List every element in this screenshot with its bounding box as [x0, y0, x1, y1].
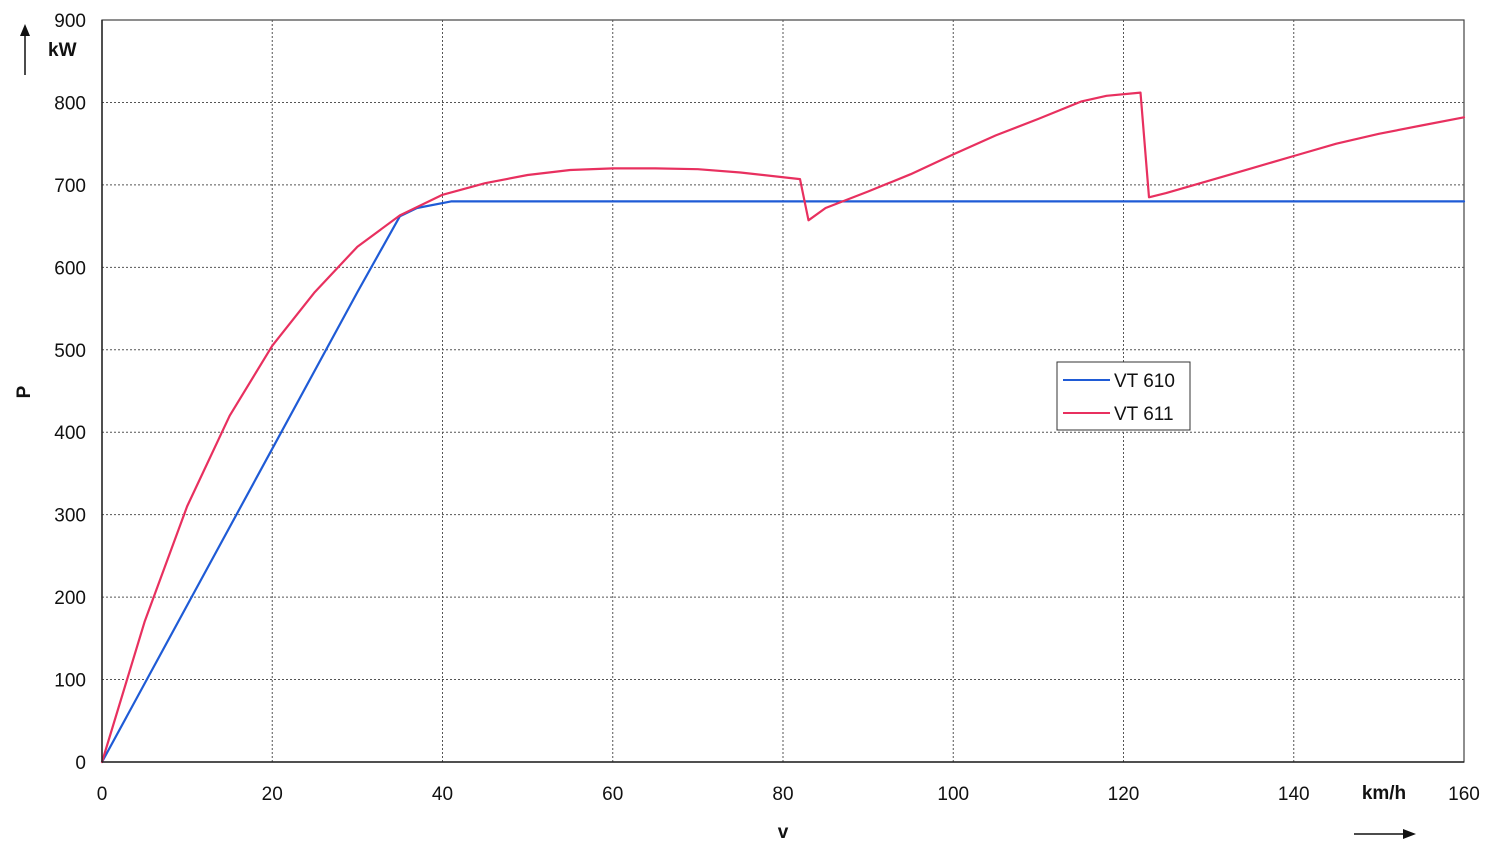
y-tick-label: 300: [54, 506, 86, 527]
x-arrow-icon: [1354, 829, 1416, 839]
y-tick-label: 900: [54, 11, 86, 32]
x-tick-label: 140: [1278, 784, 1310, 805]
y-tick-labels: 0 100 200 300 400 500 600 700 800 900: [54, 11, 86, 774]
y-arrow-icon: [20, 24, 30, 75]
legend-box: [1056, 361, 1191, 431]
series-line-vt-610: [100, 200, 1466, 764]
y-axis-title: P: [14, 385, 35, 398]
y-tick-label: 400: [54, 423, 86, 444]
legend-label-vt-611: VT 611: [1114, 404, 1174, 425]
y-tick-label: 600: [54, 258, 86, 279]
x-unit-label: km/h: [1362, 783, 1406, 804]
x-tick-label: 80: [772, 784, 793, 805]
x-tick-label: 20: [262, 784, 283, 805]
x-tick-label: 60: [602, 784, 623, 805]
series-line-vt-611: [100, 91, 1466, 764]
y-tick-label: 0: [75, 753, 86, 774]
legend-label-vt-610: VT 610: [1114, 371, 1175, 392]
x-tick-label: 100: [937, 784, 969, 805]
legend: VT 610 VT 611: [1056, 361, 1191, 431]
y-tick-label: 700: [54, 176, 86, 197]
x-tick-label: 120: [1108, 784, 1140, 805]
y-unit-label: kW: [48, 40, 77, 61]
y-tick-label: 800: [54, 93, 86, 114]
horizontal-gridlines: [102, 101, 1464, 681]
y-tick-label: 500: [54, 341, 86, 362]
y-tick-label: 200: [54, 588, 86, 609]
x-tick-label: 160: [1448, 784, 1480, 805]
x-tick-labels: 0 20 40 60 80 100 120 140 160: [97, 784, 1480, 805]
x-tick-label: 0: [97, 784, 108, 805]
y-tick-label: 100: [54, 671, 86, 692]
series-layer: [100, 91, 1466, 764]
x-tick-label: 40: [432, 784, 453, 805]
x-axis-title: v: [778, 822, 789, 843]
plot-area: [101, 19, 1465, 763]
